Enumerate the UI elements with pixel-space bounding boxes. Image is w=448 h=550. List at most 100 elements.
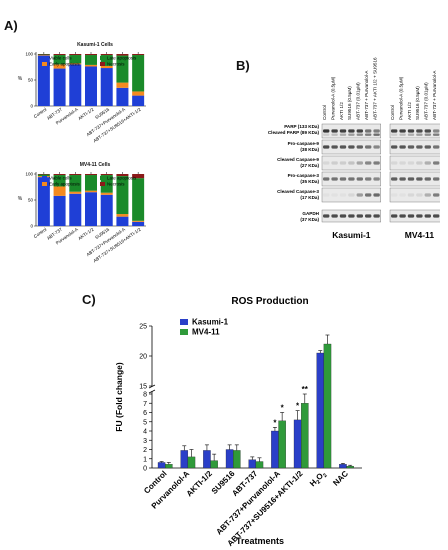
blot-row-label: GAPDH <box>302 211 319 216</box>
blot-band <box>433 177 440 181</box>
blot-band <box>339 214 347 218</box>
blot-band <box>356 193 363 197</box>
blot-band <box>433 193 440 197</box>
blot-band <box>365 129 372 133</box>
blot-band <box>323 161 330 165</box>
stack-segment-early-apoptosis <box>116 82 129 88</box>
y-tick-label: 0 <box>143 466 147 473</box>
blot-band-cleaved <box>348 133 355 136</box>
y-tick-label: 0 <box>30 224 33 229</box>
stack-segment-viable-cells <box>132 221 145 226</box>
blot-band <box>348 161 355 165</box>
stack-segment-viable-cells <box>100 68 113 106</box>
stack-segment-viable-cells <box>100 194 113 226</box>
x-tick-label: NAC <box>331 469 350 488</box>
stack-segment-necrosis <box>100 174 113 176</box>
blot-strip <box>389 139 440 155</box>
blot-band <box>373 177 380 181</box>
blot-band <box>339 161 347 165</box>
blot-band <box>348 145 355 149</box>
blot-column-label: Purvanolol-A (0.5µM) <box>398 76 403 120</box>
stack-segment-late-apoptosis <box>37 54 50 56</box>
blot-band <box>323 193 330 197</box>
y-tick-label: 7 <box>143 401 147 408</box>
stack-segment-viable-cells <box>53 68 66 106</box>
blot-row-label: Cleaved PARP (89 KDa) <box>268 130 320 135</box>
stack-segment-viable-cells <box>37 55 50 106</box>
x-tick-label: AKTI-1/2 <box>185 469 215 499</box>
blot-band <box>323 129 330 133</box>
ros-bar <box>210 460 218 469</box>
blot-band <box>323 145 330 149</box>
blot-band <box>424 177 431 181</box>
blot-band <box>424 145 431 149</box>
legend-label: MV4-11 <box>192 328 220 337</box>
significance-label: * <box>273 418 277 427</box>
ros-bar <box>157 462 166 469</box>
legend-label: Viable cells <box>49 56 72 61</box>
blot-band <box>424 193 431 197</box>
panel-a-label: A) <box>4 18 18 33</box>
stack-segment-necrosis <box>69 54 82 56</box>
ros-bar <box>180 450 189 469</box>
stack-segment-viable-cells <box>132 95 145 106</box>
blot-band <box>424 129 431 133</box>
blot-band <box>424 214 431 218</box>
ros-bar <box>316 352 325 469</box>
blot-column-label: Control <box>322 105 327 120</box>
y-tick-label: 15 <box>139 384 147 391</box>
stack-segment-early-apoptosis <box>132 91 145 96</box>
ros-bar-chart: ROS Production 0 1 2 3 4 5 6 7 815 20 25 FU (Fold ch… <box>114 296 362 548</box>
stack-segment-early-apoptosis <box>53 64 66 69</box>
stack-segment-necrosis <box>85 174 97 176</box>
blot-band <box>433 145 440 149</box>
legend-swatch <box>42 62 47 66</box>
blot-band-cleaved <box>365 133 372 136</box>
stack-segment-early-apoptosis <box>53 186 66 196</box>
blot-row-label: Pro-caspase-3 <box>288 173 320 178</box>
stack-segment-necrosis <box>116 54 129 56</box>
blot-band <box>407 161 415 165</box>
blot-band <box>323 177 330 181</box>
stack-segment-early-apoptosis <box>116 214 129 217</box>
legend-swatch <box>100 182 105 186</box>
blot-band <box>373 129 380 133</box>
blot-strip <box>389 123 440 139</box>
blot-row-label: PARP (133 KDa) <box>284 124 319 129</box>
stack-segment-early-apoptosis <box>85 64 97 67</box>
stack-segment-late-apoptosis <box>100 55 113 66</box>
stack-segment-necrosis <box>132 174 145 179</box>
legend-swatch <box>100 56 105 60</box>
blot-row-label-kda: (35 KDa) <box>300 179 319 184</box>
blot-band <box>416 161 423 165</box>
blot-band <box>433 129 440 133</box>
blot-band <box>407 214 415 218</box>
y-tick-label: 100 <box>25 52 33 57</box>
blot-band <box>365 145 372 149</box>
blot-band <box>348 193 355 197</box>
stack-segment-necrosis <box>116 174 129 177</box>
blot-band-cleaved <box>416 133 423 136</box>
blot-strip <box>389 171 440 187</box>
stack-segment-viable-cells <box>85 66 97 106</box>
stack-segment-late-apoptosis <box>53 175 66 187</box>
blot-column-label: AKTI 1/2 <box>407 102 412 120</box>
panel-c-label: C) <box>82 292 96 307</box>
blot-band <box>407 193 415 197</box>
legend-label: Viable cells <box>49 176 72 181</box>
blot-band <box>331 214 338 218</box>
blot-band <box>348 129 355 133</box>
stack-segment-early-apoptosis <box>100 192 113 195</box>
stack-segment-late-apoptosis <box>85 55 97 65</box>
stack-segment-viable-cells <box>53 195 66 226</box>
blot-band <box>331 129 338 133</box>
stack-segment-late-apoptosis <box>132 55 145 92</box>
ros-bar <box>278 420 286 469</box>
viability-chart-kasumi: 050100%ControlABT-737Purvanolol-AAKTI-1/… <box>18 52 146 143</box>
blot-band <box>373 145 380 149</box>
legend-label: Necrosis <box>107 62 125 67</box>
blot-band <box>399 161 406 165</box>
blot-band <box>391 161 398 165</box>
blot-cell-line-label: MV4-11 <box>405 230 435 240</box>
stack-segment-early-apoptosis <box>69 191 82 194</box>
